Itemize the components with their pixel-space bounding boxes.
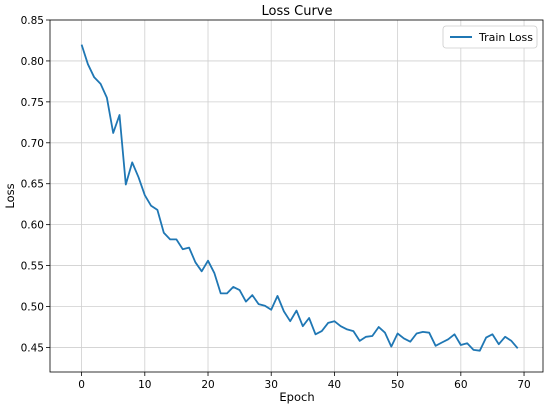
grid-lines [50, 19, 543, 372]
chart-title: Loss Curve [262, 4, 333, 19]
x-axis-ticks: 0 10 20 30 40 50 60 70 [78, 372, 531, 391]
y-axis-ticks: 0.45 0.50 0.55 0.60 0.65 0.70 0.75 0.80 0.85 [21, 15, 50, 354]
legend-box [442, 25, 538, 49]
series-line-train-loss [80, 44, 519, 352]
y-tick-label: 0.75 [21, 97, 44, 109]
y-tick-label: 0.70 [21, 138, 44, 150]
y-tick-label: 0.80 [21, 56, 44, 68]
plot-frame [49, 19, 544, 373]
x-tick-label: 70 [517, 379, 530, 391]
y-tick-label: 0.55 [21, 261, 44, 273]
y-tick-label: 0.50 [21, 302, 44, 314]
x-tick-label: 0 [78, 379, 85, 391]
x-tick-label: 10 [138, 379, 151, 391]
x-tick-label: 30 [265, 379, 278, 391]
x-tick-label: 40 [328, 379, 341, 391]
x-tick-label: 20 [201, 379, 214, 391]
y-tick-label: 0.65 [21, 179, 44, 191]
x-axis-label: Epoch [279, 390, 314, 404]
x-tick-label: 50 [391, 379, 404, 391]
legend-label-train-loss: Train Loss [478, 31, 533, 44]
y-tick-label: 0.85 [21, 15, 44, 27]
y-axis-label: Loss [3, 183, 17, 208]
x-tick-label: 60 [454, 379, 467, 391]
y-tick-label: 0.45 [21, 342, 44, 354]
series-layer [80, 44, 519, 352]
y-tick-label: 0.60 [21, 220, 44, 232]
legend: Train Loss [442, 25, 538, 49]
